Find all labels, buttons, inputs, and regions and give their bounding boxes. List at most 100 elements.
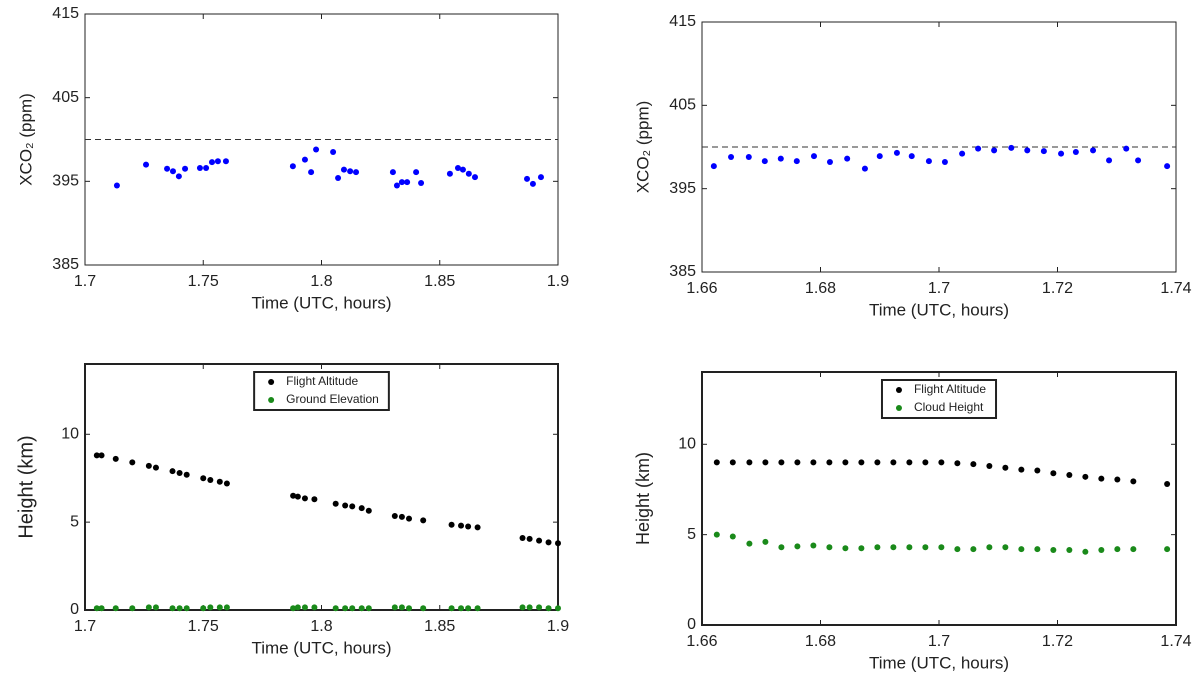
point [713,531,720,538]
point [389,169,396,176]
point [465,170,472,177]
point [1018,466,1025,473]
point [728,154,735,160]
point [986,462,993,469]
point [793,158,800,165]
point [398,604,405,611]
point [301,156,308,163]
point [545,539,552,546]
point [471,174,478,181]
x-tick-label: 1.85 [424,618,455,635]
x-tick-label: 1.75 [188,618,219,635]
y-tick-label: 405 [669,97,696,114]
point [844,155,851,162]
x-axis-label: Time (UTC, hours) [869,300,1009,319]
y-tick-label: 415 [52,5,79,22]
y-tick-label: 5 [687,526,696,543]
point [1066,547,1073,554]
x-tick-label: 1.7 [74,618,96,635]
point [183,471,190,478]
point [746,540,753,547]
point [1090,147,1097,154]
point [216,604,223,611]
y-tick-label: 0 [70,601,79,618]
y-axis-label: Height (km) [15,435,37,538]
point [810,542,817,549]
point [1058,150,1065,157]
x-tick-label: 1.8 [310,273,332,290]
point [1164,546,1171,553]
point [294,493,301,500]
point [145,462,152,469]
point [876,153,883,160]
point [536,604,543,611]
point [555,605,561,612]
point [200,475,207,482]
x-tick-label: 1.72 [1042,280,1073,297]
point [1002,464,1009,471]
legend-marker [268,379,275,385]
point [222,158,229,165]
point [347,168,354,175]
point [183,605,190,612]
y-tick-label: 5 [70,513,79,530]
point [420,517,427,524]
point [398,179,405,186]
y-tick-label: 405 [52,89,79,106]
point [761,158,768,165]
x-tick-label: 1.72 [1042,633,1073,650]
point [406,605,413,612]
point [1050,547,1057,554]
panel: 1.7 1.75 1.8 1.85 1.9 385 395 405 415 Time (UTC, … [16,5,569,312]
point [777,155,784,162]
point [1034,467,1041,474]
legend-label: Flight Altitude [286,374,358,388]
x-tick-label: 1.7 [928,280,950,297]
point [207,476,214,483]
point [1164,481,1171,488]
point [393,182,400,189]
point [1002,544,1009,551]
x-axis-label: Time (UTC, hours) [869,653,1009,672]
point [223,604,230,611]
point [526,604,533,611]
point [474,524,481,531]
point [746,459,753,466]
point [826,459,833,466]
point [289,163,296,170]
point [970,546,977,553]
panel: 1.66 1.68 1.7 1.72 1.74 385 395 405 415 Time (UTC… [633,13,1191,319]
point [890,544,897,551]
point [176,469,183,476]
point [175,173,182,180]
point [294,604,301,611]
point [810,153,817,160]
x-tick-label: 1.74 [1160,633,1191,650]
x-tick-label: 1.7 [928,633,950,650]
point [176,605,183,612]
point [710,163,717,170]
point [938,459,945,466]
point [745,154,752,160]
point [1114,546,1121,553]
point [332,500,339,507]
point [893,149,900,156]
point [713,459,720,466]
point [1164,163,1171,170]
legend-label: Cloud Height [914,400,984,414]
x-tick-label: 1.66 [686,633,717,650]
point [908,153,915,160]
point [729,459,736,466]
point [391,604,398,611]
point [922,459,929,466]
point [129,605,136,612]
y-tick-label: 0 [687,616,696,633]
point [448,521,455,528]
point [404,179,411,186]
point [890,459,897,466]
point [420,605,427,612]
point [537,174,544,181]
point [143,161,150,168]
point [1130,546,1137,553]
x-tick-label: 1.7 [74,273,96,290]
